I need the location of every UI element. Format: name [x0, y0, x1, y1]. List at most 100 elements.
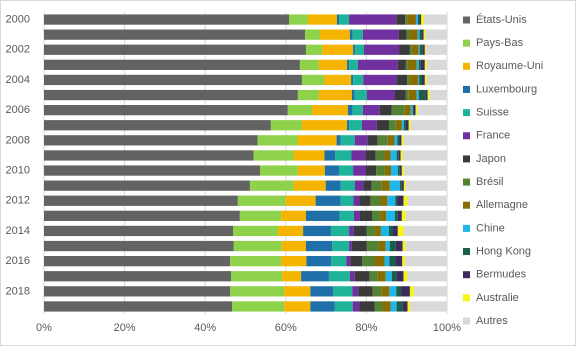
y-tick-label: 2000: [6, 13, 30, 25]
bar-segment: [353, 225, 367, 237]
bar-segment: [349, 59, 358, 70]
bar-segment: [407, 195, 447, 206]
bar-segment: [405, 59, 408, 70]
bar-segment: [340, 135, 355, 146]
bar-segment: [392, 225, 398, 237]
bar-segment: [307, 14, 337, 25]
bar-segment: [306, 256, 332, 267]
bar-segment: [303, 225, 331, 237]
bar-segment: [339, 210, 354, 221]
legend-swatch: [463, 62, 470, 70]
bar-segment: [332, 240, 350, 252]
bar-segment: [351, 150, 366, 161]
bar-segment: [297, 135, 337, 146]
bar-segment: [395, 256, 403, 267]
bar-segment: [333, 286, 353, 297]
bar-segment: [397, 59, 406, 70]
bar-segment: [260, 165, 298, 176]
bar-segment: [401, 135, 404, 146]
bar-segment: [425, 29, 447, 40]
bar-segment: [320, 29, 350, 40]
bar-segment: [426, 59, 447, 70]
bar-segment: [305, 29, 321, 40]
bar-segment: [419, 44, 423, 55]
bar-segment: [401, 180, 404, 191]
bar-segment: [409, 29, 418, 40]
bar-segment: [395, 120, 402, 131]
bar-segment: [424, 74, 427, 86]
bar-segment: [380, 225, 389, 237]
bar-segment: [366, 225, 375, 237]
bar-segment: [318, 59, 348, 70]
bar-segment: [349, 271, 355, 282]
bar-segment: [396, 301, 403, 312]
bar-segment: [422, 44, 425, 55]
x-tick-label: 100%: [433, 322, 461, 334]
bar-segment: [407, 74, 410, 86]
bar-segment: [396, 150, 399, 161]
bar-segment: [340, 195, 354, 206]
bar-segment: [396, 271, 404, 282]
x-tick-label: 0%: [36, 322, 52, 334]
bar-segment: [293, 150, 325, 161]
bar-segment: [426, 44, 447, 55]
bar-segment: [237, 195, 286, 206]
legend-swatch: [463, 178, 470, 186]
bar-segment: [311, 105, 348, 116]
bar-segment: [377, 135, 388, 146]
legend-swatch: [463, 248, 470, 256]
bar-segment: [365, 165, 377, 176]
bar-segment: [340, 180, 355, 191]
bar-segment: [417, 29, 420, 40]
bar-segment: [417, 105, 447, 116]
bar-segment: [395, 195, 398, 206]
bar-segment: [347, 59, 350, 70]
bar-segment: [349, 120, 362, 131]
legend-label: Royaume-Uni: [476, 60, 543, 72]
bar-segment: [424, 44, 427, 55]
bar-segment: [358, 286, 373, 297]
y-tick-label: 2014: [6, 225, 30, 237]
bar-segment: [401, 120, 404, 131]
bar-segment: [418, 59, 421, 70]
bar-segment: [389, 256, 396, 267]
bar-segment: [293, 180, 326, 191]
bar-segment: [354, 271, 370, 282]
bar-segment: [404, 105, 411, 116]
y-tick-label: 2012: [6, 195, 30, 207]
bar-segment: [418, 89, 426, 101]
x-tick-label: 20%: [114, 322, 136, 334]
legend-swatch: [463, 294, 470, 302]
bar-segment: [409, 74, 418, 86]
bar-segment: [415, 14, 418, 25]
bar-segment: [386, 210, 396, 221]
bar-segment: [336, 135, 341, 146]
bar-segment: [375, 150, 385, 161]
y-tick-label: 2010: [6, 164, 30, 176]
bar-segment: [363, 180, 372, 191]
legend-swatch: [463, 317, 470, 325]
bar-segment: [371, 180, 382, 191]
legend-label: Hong Kong: [476, 245, 531, 257]
bar-segment: [390, 165, 398, 176]
bar-segment: [388, 120, 396, 131]
bar-segment: [44, 135, 258, 146]
bar-segment: [384, 256, 390, 267]
bar-segment: [421, 29, 424, 40]
bar-segment: [353, 195, 360, 206]
bar-segment: [44, 301, 233, 312]
bar-segment: [401, 286, 410, 297]
bar-segment: [405, 120, 409, 131]
bar-segment: [423, 29, 426, 40]
y-tick-label: 2004: [6, 74, 30, 86]
bar-segment: [330, 225, 350, 237]
bar-segment: [402, 256, 406, 267]
bar-segment: [44, 74, 302, 86]
legend-label: Brésil: [476, 176, 504, 188]
bar-segment: [376, 165, 385, 176]
bar-segment: [353, 210, 360, 221]
bar-segment: [297, 165, 325, 176]
bar-segment: [233, 225, 279, 237]
y-tick-label: 2002: [6, 44, 30, 56]
bar-segment: [397, 165, 400, 176]
